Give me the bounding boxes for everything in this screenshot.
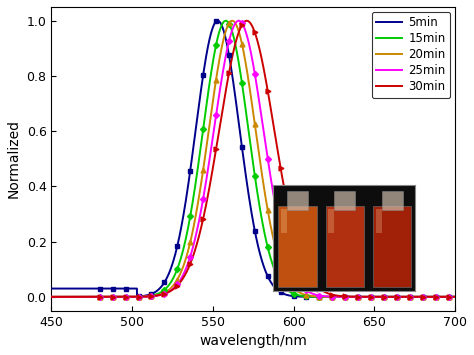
25min [408, 295, 414, 299]
15min [408, 295, 414, 299]
30min [95, 295, 101, 299]
30min [452, 295, 458, 299]
Bar [382, 191, 403, 210]
5min [224, 44, 230, 48]
20min [48, 295, 54, 299]
20min [224, 25, 230, 29]
30min [48, 295, 54, 299]
25min [452, 295, 458, 299]
15min [206, 83, 212, 87]
Line: 15min: 15min [51, 21, 463, 297]
X-axis label: wavelength/nm: wavelength/nm [199, 334, 307, 348]
20min [206, 125, 212, 129]
5min [120, 286, 126, 291]
5min [95, 286, 101, 291]
25min [460, 295, 466, 299]
5min [215, 18, 220, 23]
5min [206, 38, 212, 43]
Bar [326, 206, 364, 287]
25min [95, 295, 101, 299]
30min [206, 186, 212, 191]
5min [452, 295, 458, 299]
Bar [281, 209, 287, 233]
Bar [328, 209, 334, 233]
Line: 30min: 30min [51, 21, 463, 297]
Bar [373, 206, 411, 287]
30min [224, 81, 230, 85]
30min [244, 18, 250, 23]
15min [452, 295, 458, 299]
20min [408, 295, 414, 299]
25min [224, 47, 230, 51]
20min [229, 18, 235, 23]
Bar [278, 206, 317, 287]
20min [120, 295, 126, 299]
15min [120, 295, 126, 299]
5min [460, 295, 466, 299]
20min [452, 295, 458, 299]
25min [206, 159, 212, 163]
25min [236, 18, 241, 23]
25min [48, 295, 54, 299]
30min [408, 295, 414, 299]
Line: 20min: 20min [51, 21, 463, 297]
15min [223, 18, 228, 23]
15min [224, 19, 230, 23]
25min [120, 295, 126, 299]
Bar [287, 191, 308, 210]
Legend: 5min, 15min, 20min, 25min, 30min: 5min, 15min, 20min, 25min, 30min [372, 12, 450, 98]
Line: 5min: 5min [51, 21, 463, 297]
20min [95, 295, 101, 299]
15min [460, 295, 466, 299]
Bar [376, 209, 382, 233]
Bar [334, 191, 356, 210]
5min [408, 295, 414, 299]
30min [120, 295, 126, 299]
Y-axis label: Normalized: Normalized [7, 119, 21, 198]
Line: 25min: 25min [51, 21, 463, 297]
15min [48, 295, 54, 299]
15min [95, 295, 101, 299]
30min [460, 295, 466, 299]
5min [48, 286, 54, 291]
20min [460, 295, 466, 299]
